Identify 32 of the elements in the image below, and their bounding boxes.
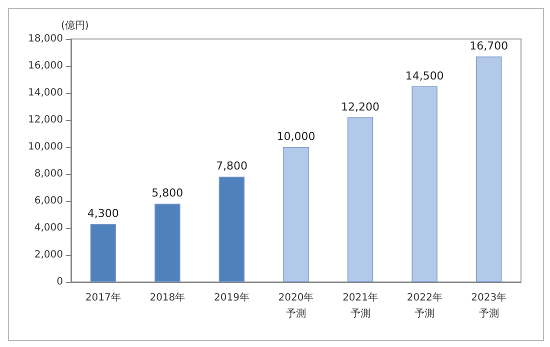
data-label: 14,500	[405, 69, 444, 82]
y-axis-title: (億円)	[61, 20, 89, 32]
y-tick-label: 14,000	[28, 88, 63, 98]
data-label: 7,800	[216, 160, 248, 173]
bar	[90, 224, 116, 282]
x-tick-label: 2022年予測	[406, 292, 442, 320]
bar	[218, 176, 245, 282]
data-label: 12,200	[341, 100, 380, 114]
bar	[412, 86, 438, 282]
y-tick-label: 16,000	[28, 60, 63, 72]
y-tick-label: 2,000	[34, 250, 63, 260]
x-tick-label: 2020年予測	[278, 292, 314, 320]
bar	[154, 204, 180, 282]
y-tick-label: 4,000	[34, 222, 63, 234]
bar	[476, 56, 502, 282]
y-tick-label: 18,000	[28, 34, 63, 44]
x-tick-label: 2021年予測	[342, 292, 378, 320]
data-label: 10,000	[276, 130, 316, 143]
data-label: 16,700	[470, 40, 508, 53]
y-tick-label: 12,000	[28, 114, 63, 126]
bar	[347, 117, 374, 282]
y-tick-label: 8,000	[34, 168, 63, 180]
x-tick-label: 2019年	[214, 292, 250, 304]
y-tick-label: 0	[56, 276, 63, 288]
y-tick-label: 6,000	[34, 196, 63, 206]
x-tick-label: 2018年	[150, 292, 186, 304]
data-label: 5,800	[152, 186, 184, 200]
y-tick-label: 10,000	[28, 142, 63, 152]
bar	[283, 147, 309, 282]
x-tick-label: 2017年	[85, 292, 121, 304]
data-label: 4,300	[87, 206, 119, 220]
x-tick-label: 2023年予測	[471, 292, 507, 320]
